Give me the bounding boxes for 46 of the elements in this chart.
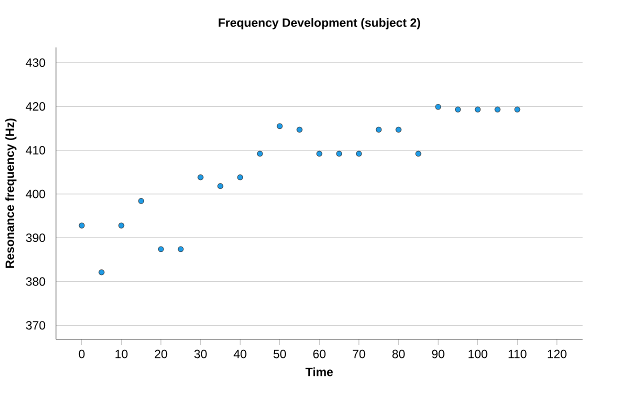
point	[336, 150, 342, 157]
y-tick-label: 370	[26, 321, 46, 330]
x-axis-title: Time	[306, 367, 333, 376]
point	[98, 269, 104, 276]
point	[138, 198, 144, 204]
point	[178, 246, 184, 252]
point	[514, 106, 520, 112]
x-tick-label: 50	[274, 350, 286, 358]
x-tick-label: 110	[508, 350, 526, 358]
x-tick-label: 60	[313, 350, 326, 358]
point	[435, 104, 442, 110]
x-tick-label: 120	[548, 350, 566, 358]
x-tick-label: 100	[468, 350, 488, 358]
y-tick-label: 410	[26, 146, 46, 154]
point	[296, 126, 302, 133]
point	[396, 126, 402, 133]
x-tick-label: 70	[352, 350, 366, 358]
point	[118, 222, 124, 228]
y-tick-label: 380	[26, 277, 46, 286]
point	[454, 106, 461, 112]
chart-title: Frequency Development (subject 2)	[218, 18, 420, 30]
y-tick-label: 400	[26, 190, 46, 198]
x-tick-label: 40	[234, 350, 246, 358]
x-tick-label: 10	[116, 350, 128, 358]
x-tick-label: 30	[194, 350, 207, 358]
point	[198, 174, 204, 180]
x-tick-label: 90	[432, 350, 444, 358]
point	[415, 150, 422, 157]
y-tick-label: 420	[26, 102, 46, 111]
point	[158, 246, 164, 252]
y-axis-title: Resonance frequency (Hz)	[5, 118, 16, 268]
point	[237, 174, 244, 180]
x-tick-label: 80	[392, 350, 405, 358]
point	[78, 222, 85, 228]
point	[474, 106, 481, 112]
point	[316, 150, 322, 157]
x-tick-label: 20	[154, 350, 168, 358]
point	[356, 150, 362, 157]
y-tick-label: 390	[26, 234, 46, 242]
point	[217, 183, 224, 190]
point	[257, 150, 263, 157]
point	[376, 126, 382, 133]
x-tick-label: 0	[78, 350, 85, 358]
y-tick-label: 430	[26, 58, 46, 67]
point	[276, 123, 283, 130]
point	[494, 106, 500, 112]
